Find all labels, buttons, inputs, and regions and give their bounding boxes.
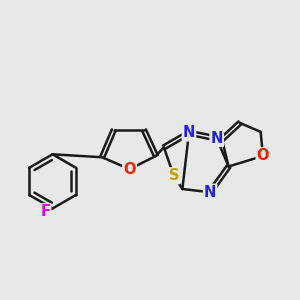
Text: N: N [211, 131, 223, 146]
Text: S: S [169, 168, 179, 183]
Text: O: O [257, 148, 269, 164]
Text: O: O [123, 162, 136, 177]
Text: F: F [40, 204, 50, 219]
Text: N: N [204, 185, 216, 200]
Text: N: N [183, 125, 195, 140]
